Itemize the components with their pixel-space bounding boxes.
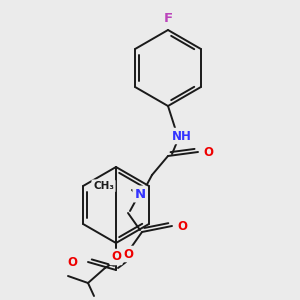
Text: CH₃: CH₃ (93, 181, 114, 191)
Text: O: O (123, 248, 133, 260)
Text: F: F (164, 11, 172, 25)
Text: O: O (203, 146, 213, 158)
Text: O: O (111, 250, 121, 263)
Text: N: N (134, 188, 146, 200)
Text: NH: NH (172, 130, 192, 142)
Text: O: O (67, 256, 77, 268)
Text: O: O (177, 220, 187, 232)
